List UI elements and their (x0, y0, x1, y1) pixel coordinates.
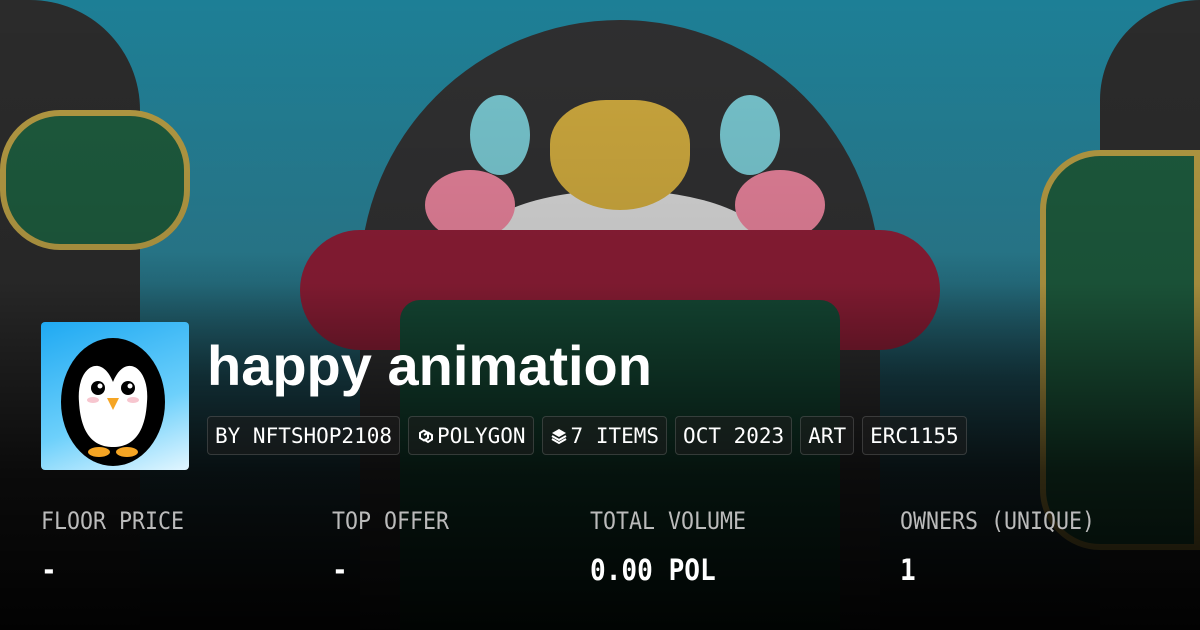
stat-floor-price: FLOOR PRICE - (41, 507, 200, 587)
penguin-logo-icon (61, 338, 165, 466)
stat-value: 0.00 POL (590, 553, 716, 587)
chip-date: OCT 2023 (675, 416, 793, 455)
collection-title: happy animation (207, 334, 652, 397)
stat-value: - (332, 553, 348, 587)
stat-value: - (41, 553, 57, 587)
chip-label: OCT 2023 (683, 423, 785, 448)
chip-category[interactable]: ART (800, 416, 855, 455)
chip-label: BY NFTSHOP2108 (215, 423, 393, 448)
stat-total-volume: TOTAL VOLUME 0.00 POL (590, 507, 763, 587)
chip-chain[interactable]: POLYGON (408, 416, 534, 455)
stat-top-offer: TOP OFFER - (332, 507, 462, 587)
chip-standard: ERC1155 (862, 416, 967, 455)
chip-label: 7 ITEMS (570, 423, 660, 448)
stat-label: TOTAL VOLUME (590, 507, 747, 535)
chip-label: ERC1155 (870, 423, 959, 448)
chip-creator[interactable]: BY NFTSHOP2108 (207, 416, 401, 455)
chip-label: ART (808, 423, 847, 448)
polygon-chain-icon (419, 428, 434, 443)
stat-value: 1 (900, 553, 916, 587)
chip-label: POLYGON (437, 423, 526, 448)
stat-label: TOP OFFER (332, 507, 450, 535)
collection-chips: BY NFTSHOP2108 POLYGON 7 ITEMS OCT 2023 … (207, 416, 967, 455)
stat-label: OWNERS (UNIQUE) (900, 507, 1096, 535)
stat-label: FLOOR PRICE (41, 507, 185, 535)
layers-icon (551, 428, 567, 444)
chip-items[interactable]: 7 ITEMS (541, 416, 668, 455)
stat-owners: OWNERS (UNIQUE) 1 (900, 507, 1117, 587)
collection-avatar (41, 322, 189, 470)
